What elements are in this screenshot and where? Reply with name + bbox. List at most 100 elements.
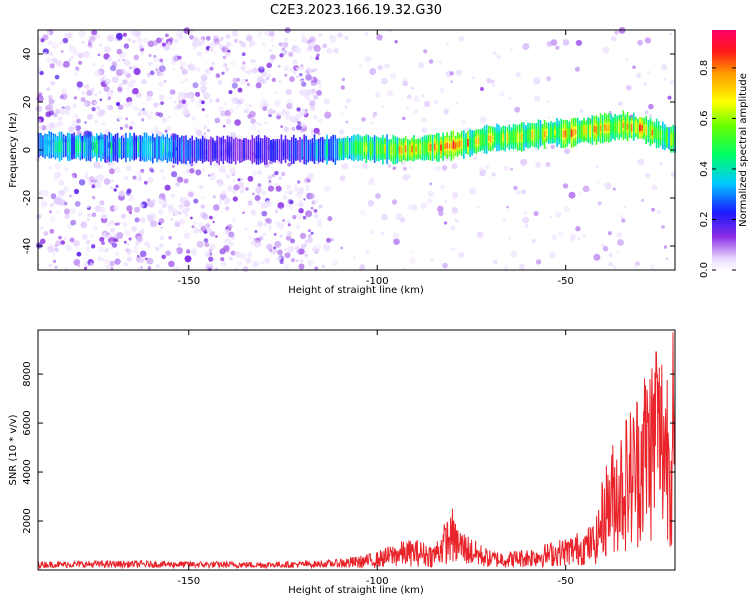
noise-speck bbox=[329, 35, 333, 39]
noise-speck bbox=[110, 227, 116, 233]
noise-speck bbox=[278, 176, 282, 180]
noise-speck bbox=[255, 82, 262, 89]
ridge-strip bbox=[481, 133, 484, 146]
noise-speck bbox=[136, 236, 143, 243]
noise-speck bbox=[193, 36, 199, 43]
noise-speck bbox=[477, 206, 480, 209]
ridge-strip bbox=[193, 140, 196, 162]
noise-speck bbox=[623, 206, 627, 209]
ridge-strip bbox=[44, 137, 46, 156]
noise-speck bbox=[292, 65, 297, 69]
noise-speck bbox=[267, 226, 272, 231]
ridge-strip bbox=[139, 138, 142, 159]
ridge-strip bbox=[562, 130, 565, 138]
noise-speck bbox=[333, 48, 339, 54]
noise-speck bbox=[223, 245, 230, 252]
noise-speck bbox=[161, 254, 166, 260]
ridge-strip bbox=[444, 143, 446, 149]
ridge-strip bbox=[147, 140, 150, 156]
noise-speck bbox=[93, 161, 101, 169]
ridge-strip bbox=[143, 137, 146, 157]
ridge-strip bbox=[446, 142, 448, 149]
ridge-strip bbox=[537, 129, 540, 140]
noise-speck bbox=[159, 71, 165, 77]
noise-speck bbox=[165, 33, 169, 38]
noise-speck bbox=[78, 179, 86, 186]
noise-speck bbox=[126, 87, 130, 90]
noise-speck bbox=[362, 163, 369, 170]
noise-speck bbox=[257, 129, 261, 133]
noise-speck bbox=[91, 29, 98, 36]
noise-speck bbox=[277, 202, 285, 209]
noise-speck bbox=[184, 78, 188, 82]
noise-speck bbox=[410, 204, 418, 211]
noise-speck bbox=[221, 71, 225, 75]
noise-speck bbox=[131, 78, 137, 84]
noise-speck bbox=[192, 227, 200, 234]
noise-speck bbox=[608, 110, 612, 114]
noise-speck bbox=[214, 117, 221, 124]
ridge-strip bbox=[89, 136, 92, 157]
noise-speck bbox=[406, 204, 412, 210]
noise-speck bbox=[142, 110, 148, 116]
ridge-strip bbox=[483, 134, 486, 145]
noise-speck bbox=[221, 46, 229, 53]
noise-speck bbox=[212, 195, 216, 199]
ridge-strip bbox=[237, 138, 239, 161]
ridge-strip bbox=[554, 129, 556, 136]
noise-speck bbox=[602, 46, 610, 54]
noise-speck bbox=[201, 195, 205, 200]
noise-speck bbox=[228, 231, 235, 238]
noise-speck bbox=[274, 170, 279, 176]
noise-speck bbox=[492, 259, 498, 265]
noise-speck bbox=[160, 62, 164, 65]
noise-speck bbox=[452, 195, 457, 200]
noise-speck bbox=[166, 126, 171, 131]
noise-speck bbox=[257, 200, 261, 204]
ridge-strip bbox=[485, 133, 488, 146]
noise-speck bbox=[68, 126, 75, 133]
ridge-strip bbox=[332, 138, 334, 159]
colorbar-tick-label: 0.6 bbox=[699, 110, 710, 126]
noise-speck bbox=[223, 170, 227, 175]
noise-speck bbox=[128, 101, 133, 106]
noise-speck bbox=[313, 127, 320, 134]
ridge-strip bbox=[614, 122, 616, 133]
ridge-strip bbox=[336, 139, 339, 160]
noise-speck bbox=[290, 258, 296, 263]
noise-speck bbox=[213, 51, 216, 54]
ridge-strip bbox=[498, 132, 500, 144]
noise-speck bbox=[169, 89, 176, 95]
noise-speck bbox=[65, 244, 72, 252]
noise-speck bbox=[63, 208, 70, 215]
ridge-strip bbox=[197, 139, 200, 160]
noise-speck bbox=[99, 98, 103, 102]
ridge-strip bbox=[610, 122, 612, 133]
noise-speck bbox=[406, 94, 412, 100]
noise-speck bbox=[185, 111, 191, 117]
noise-speck bbox=[73, 114, 79, 119]
noise-speck bbox=[57, 120, 64, 128]
noise-speck bbox=[555, 45, 560, 50]
noise-speck bbox=[40, 201, 48, 208]
noise-speck bbox=[284, 38, 288, 41]
noise-speck bbox=[330, 238, 334, 242]
noise-speck bbox=[503, 165, 509, 172]
noise-speck bbox=[39, 214, 43, 218]
noise-speck bbox=[597, 180, 600, 184]
noise-speck bbox=[303, 198, 306, 201]
noise-speck bbox=[94, 69, 102, 77]
noise-speck bbox=[284, 248, 287, 251]
noise-speck bbox=[167, 41, 171, 46]
noise-speck bbox=[130, 29, 137, 36]
noise-speck bbox=[48, 95, 53, 100]
noise-speck bbox=[132, 175, 137, 180]
ridge-strip bbox=[317, 142, 320, 159]
noise-speck bbox=[230, 60, 236, 66]
noise-speck bbox=[198, 184, 204, 190]
noise-speck bbox=[154, 246, 160, 251]
noise-speck bbox=[292, 215, 297, 220]
noise-speck bbox=[305, 95, 311, 101]
noise-speck bbox=[129, 126, 133, 130]
noise-speck bbox=[279, 207, 283, 210]
